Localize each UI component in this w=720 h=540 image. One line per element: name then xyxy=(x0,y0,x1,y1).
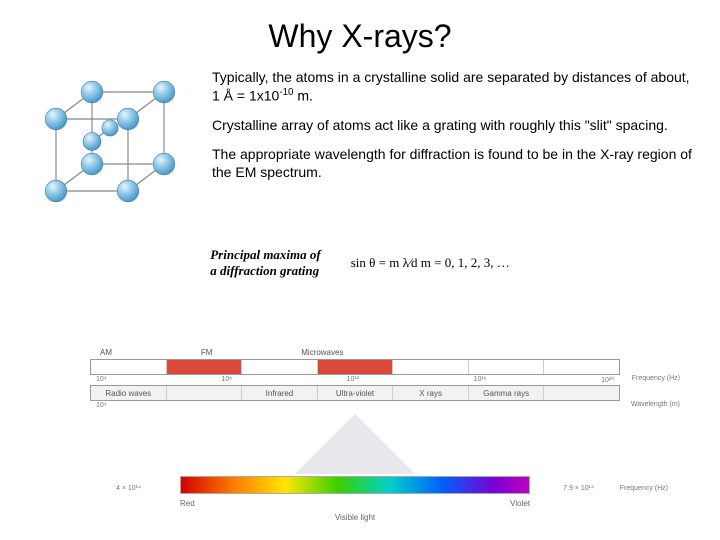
para1-b: m. xyxy=(294,87,313,103)
tick: 10⁸ xyxy=(221,376,232,384)
para1-sup: -10 xyxy=(279,87,293,98)
rainbow-labels: Red Violet xyxy=(180,499,530,508)
tick: 10¹² xyxy=(347,376,359,384)
spectrum-top-labels: AM FM Microwaves xyxy=(90,348,620,359)
tick: 10¹⁶ xyxy=(474,376,487,384)
band-cell: X rays xyxy=(393,386,469,400)
content-row: Typically, the atoms in a crystalline so… xyxy=(0,65,720,245)
band-cell: Radio waves xyxy=(91,386,167,400)
band-cell xyxy=(544,386,619,400)
visible-spectrum-bar xyxy=(180,476,530,494)
rainbow-right-label: Violet xyxy=(510,499,530,508)
top-label: AM xyxy=(100,348,112,357)
visible-light-label: Visible light xyxy=(335,513,375,522)
band-cell: Infrared xyxy=(242,386,318,400)
paragraph-3: The appropriate wavelength for diffracti… xyxy=(212,146,700,181)
crystal-lattice-diagram xyxy=(20,65,200,245)
spectrum-red-row xyxy=(90,359,620,375)
freq-axis: 10⁴ 10⁸ 10¹² 10¹⁶ 10²⁰ Frequency (Hz) xyxy=(90,375,620,385)
vis-freq-left: 4 × 10¹⁴ xyxy=(116,485,141,492)
em-spectrum-diagram: AM FM Microwaves 10⁴ 10⁸ 10¹² 10¹⁶ 10²⁰ … xyxy=(90,348,620,494)
band-cell xyxy=(167,386,243,400)
wave-axis-label: Wavelength (m) xyxy=(631,401,680,408)
tick: 10⁴ xyxy=(96,402,107,409)
paragraph-1: Typically, the atoms in a crystalline so… xyxy=(212,69,700,105)
rainbow-left-label: Red xyxy=(180,499,195,508)
formula-equation: sin θ = m λ⁄d m = 0, 1, 2, 3, … xyxy=(351,255,510,271)
formula-label-l1: Principal maxima of xyxy=(210,247,321,263)
vis-freq-label: Frequency (Hz) xyxy=(620,485,668,492)
tick: 10⁴ xyxy=(96,376,107,384)
prism-icon xyxy=(295,414,415,474)
formula-label-l2: a diffraction grating xyxy=(210,263,321,279)
formula-row: Principal maxima of a diffraction gratin… xyxy=(0,247,720,279)
freq-axis-label: Frequency (Hz) xyxy=(632,375,680,382)
vis-freq-right: 7.9 × 10¹⁴ xyxy=(563,485,594,492)
prism-wrap: Red Violet 4 × 10¹⁴ 7.9 × 10¹⁴ Frequency… xyxy=(90,414,620,494)
formula-label: Principal maxima of a diffraction gratin… xyxy=(210,247,321,279)
tick: 10²⁰ xyxy=(601,376,614,384)
band-cell: Ultra-violet xyxy=(318,386,394,400)
band-cell: Gamma rays xyxy=(469,386,545,400)
text-column: Typically, the atoms in a crystalline so… xyxy=(212,65,700,245)
paragraph-2: Crystalline array of atoms act like a gr… xyxy=(212,117,700,135)
wave-axis: 10⁴ Wavelength (m) xyxy=(90,401,620,410)
top-label: FM xyxy=(201,348,213,357)
top-label: Microwaves xyxy=(301,348,343,357)
page-title: Why X-rays? xyxy=(0,0,720,65)
spectrum-main-row: Radio waves Infrared Ultra-violet X rays… xyxy=(90,385,620,401)
